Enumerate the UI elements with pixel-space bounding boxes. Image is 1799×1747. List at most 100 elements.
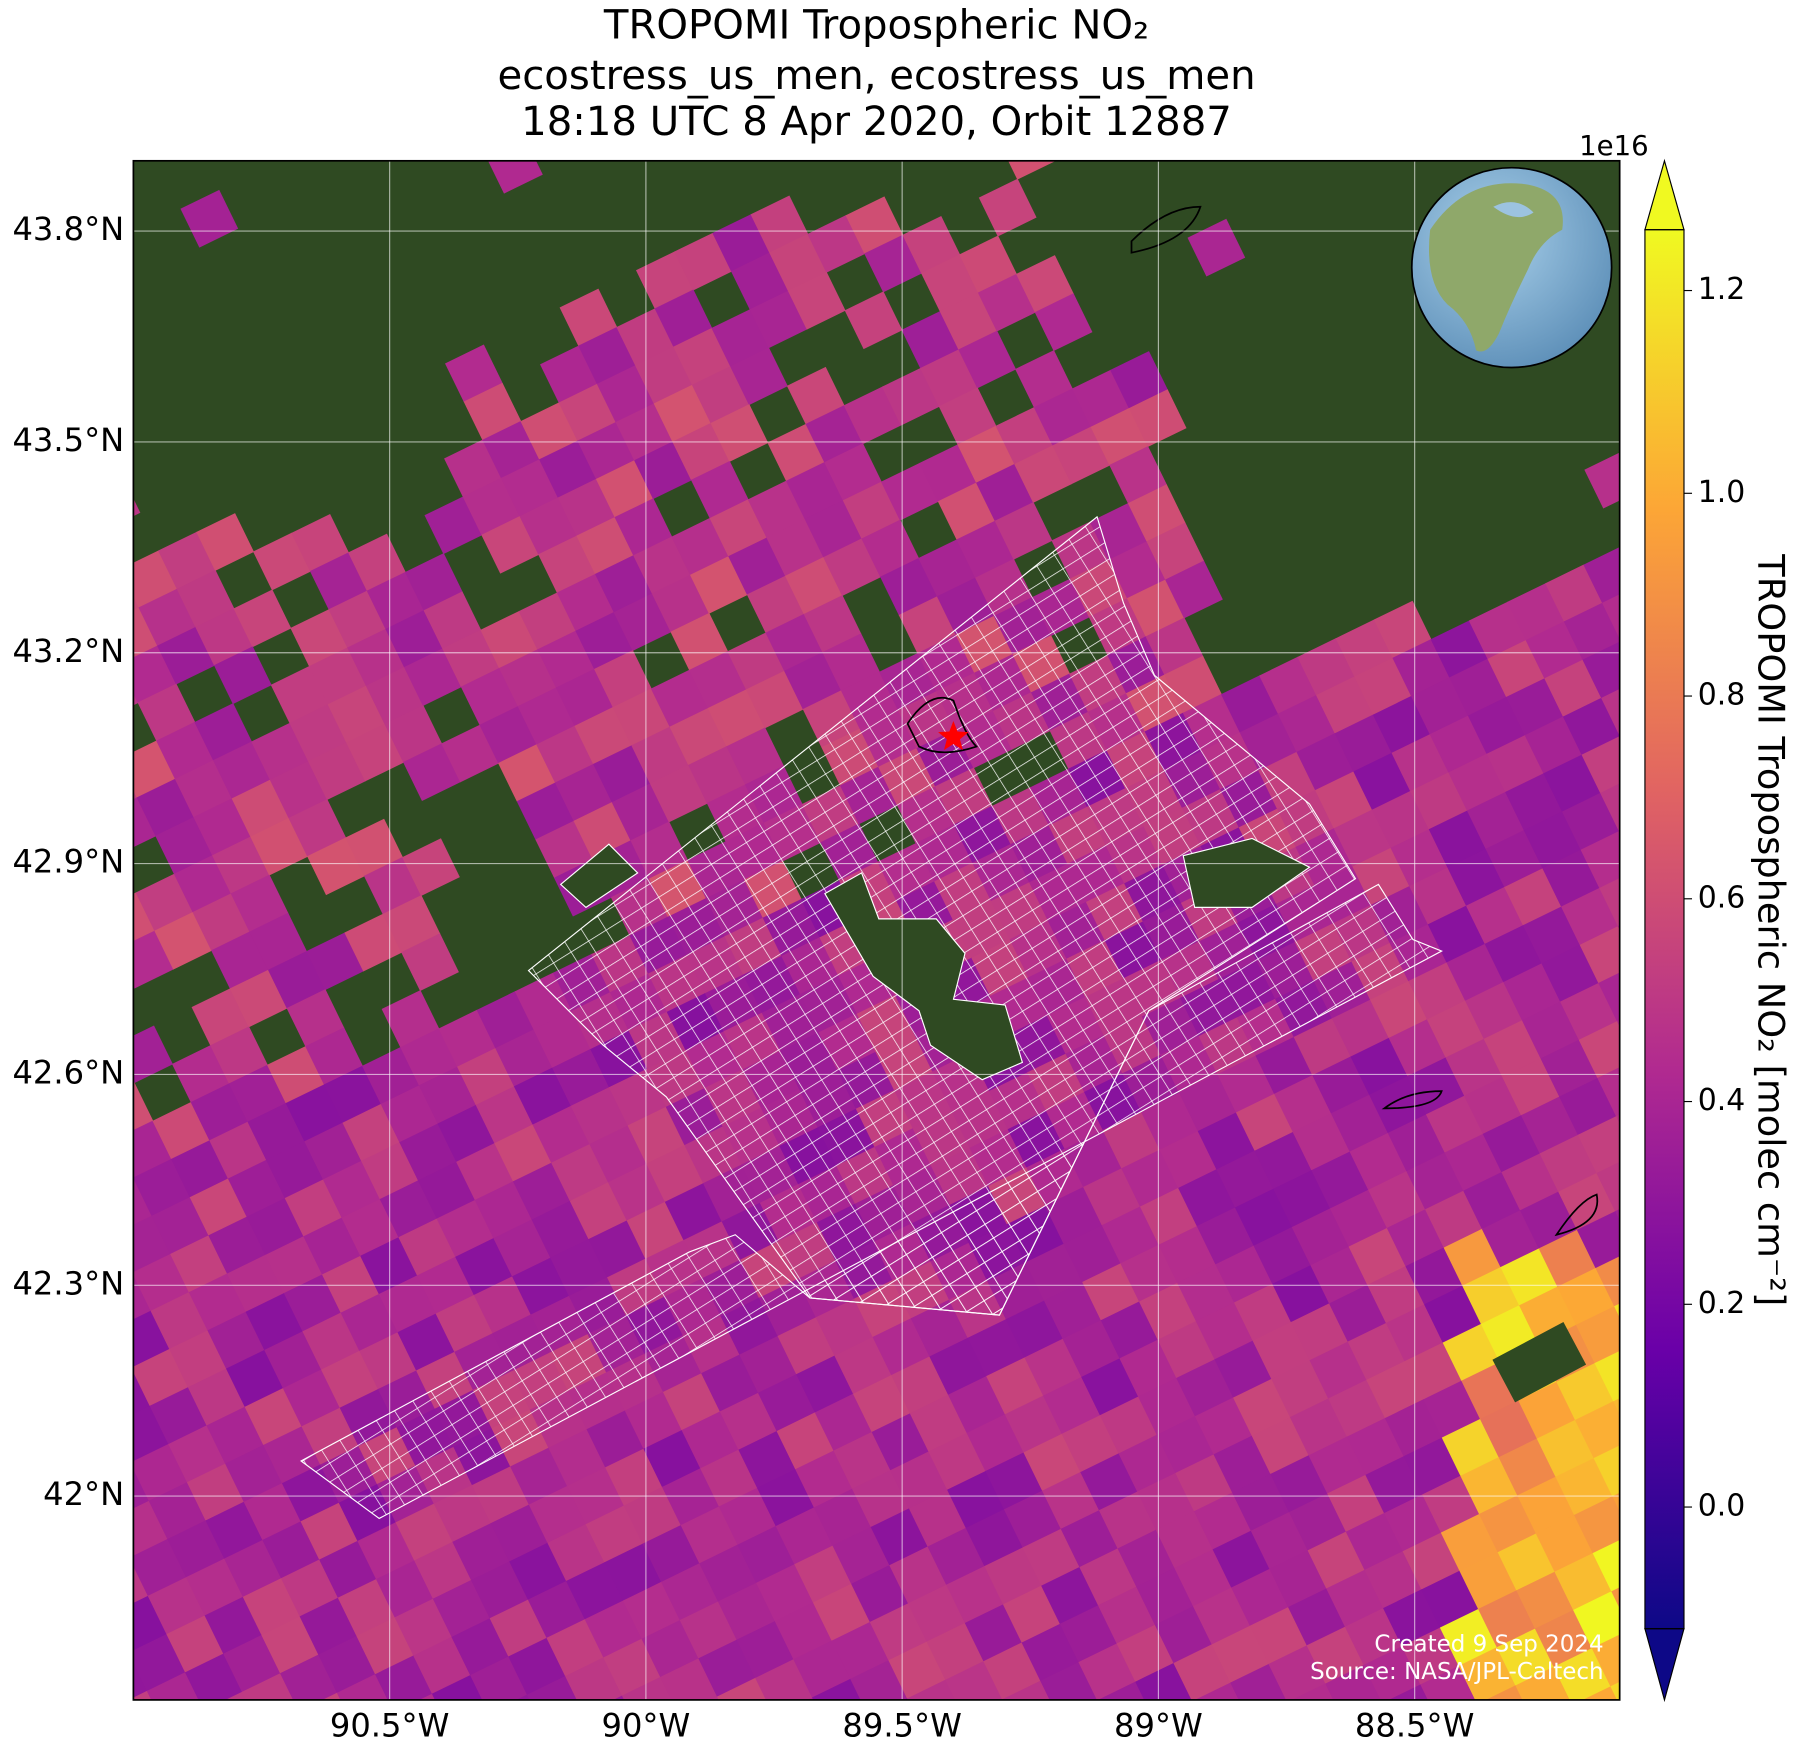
no2-pixel — [452, 1522, 511, 1581]
no2-pixel — [1425, 1095, 1484, 1154]
no2-pixel — [365, 666, 424, 725]
no2-pixel — [570, 1087, 629, 1145]
no2-pixel — [614, 498, 673, 556]
no2-pixel — [1061, 1414, 1120, 1473]
no2-pixel — [513, 1067, 572, 1126]
no2-pixel — [168, 1425, 227, 1483]
no2-pixel — [1192, 1682, 1250, 1700]
credit: Source: NASA/JPL-Caltech — [1310, 1659, 1603, 1685]
no2-pixel — [1429, 715, 1488, 774]
no2-pixel — [1211, 1625, 1270, 1684]
no2-pixel — [795, 1450, 853, 1509]
no2-pixel — [1289, 1398, 1348, 1456]
no2-pixel — [211, 931, 269, 990]
no2-pixel — [242, 1577, 301, 1636]
no2-pixel — [359, 1332, 417, 1390]
title-line: TROPOMI Tropospheric NO₂ — [603, 3, 1149, 49]
no2-pixel — [1097, 1681, 1155, 1700]
colorbar-tick-label: 0.8 — [1698, 678, 1746, 713]
no2-pixel — [70, 1709, 128, 1747]
no2-pixel — [1535, 1514, 1594, 1573]
no2-pixel — [1157, 1320, 1216, 1379]
no2-pixel — [1556, 1362, 1615, 1421]
no2-pixel — [550, 1238, 608, 1297]
no2-pixel — [909, 1394, 968, 1453]
no2-pixel — [1458, 1646, 1517, 1700]
no2-pixel — [1367, 1265, 1425, 1324]
no2-pixel — [1401, 1627, 1460, 1686]
no2-pixel — [1116, 1624, 1175, 1683]
no2-pixel — [1559, 1077, 1617, 1136]
no2-pixel — [1591, 1629, 1620, 1688]
no2-pixel — [1382, 1684, 1440, 1700]
no2-pixel — [1212, 1530, 1271, 1589]
no2-pixel — [263, 1426, 322, 1484]
no2-pixel — [300, 1502, 359, 1561]
no2-pixel — [1081, 1358, 1139, 1416]
no2-pixel — [462, 477, 521, 536]
no2-pixel — [1023, 1433, 1082, 1492]
no2-pixel — [737, 1525, 796, 1584]
no2-pixel — [1234, 1283, 1292, 1342]
no2-pixel — [1420, 1665, 1479, 1700]
no2-pixel — [280, 1559, 339, 1618]
no2-pixel — [1534, 1705, 1592, 1747]
lake-outline — [1130, 205, 1202, 254]
no2-pixel — [1447, 848, 1506, 907]
no2-pixel — [1334, 714, 1393, 773]
no2-pixel — [1479, 1495, 1537, 1553]
no2-pixel — [213, 741, 271, 800]
no2-pixel — [171, 1140, 229, 1198]
no2-pixel — [253, 532, 311, 591]
no2-pixel — [634, 441, 692, 500]
no2-pixel — [133, 949, 136, 1007]
no2-pixel — [1016, 255, 1074, 313]
no2-pixel — [1330, 1094, 1389, 1153]
no2-pixel — [357, 1522, 416, 1580]
no2-pixel — [918, 539, 976, 597]
no2-pixel — [246, 1197, 305, 1256]
no2-pixel — [1449, 658, 1507, 717]
no2-pixel — [621, 1676, 680, 1700]
no2-pixel — [607, 1163, 666, 1222]
no2-pixel — [984, 1547, 1043, 1605]
no2-pixel — [650, 669, 709, 728]
no2-pixel — [947, 1470, 1005, 1529]
no2-pixel — [616, 308, 675, 366]
no2-pixel — [1441, 1418, 1500, 1477]
no2-pixel — [1154, 1605, 1213, 1664]
no2-pixel — [204, 1596, 263, 1655]
no2-pixel — [319, 1540, 377, 1599]
no2-pixel — [133, 473, 141, 532]
no2-pixel — [595, 460, 654, 518]
no2-pixel — [136, 778, 195, 837]
no2-pixel — [1504, 868, 1562, 926]
no2-pixel — [814, 1393, 873, 1452]
no2-pixel — [1307, 1531, 1366, 1590]
no2-pixel — [1518, 1381, 1576, 1440]
no2-pixel — [1498, 1438, 1557, 1497]
no2-pixel — [399, 1123, 458, 1182]
no2-pixel — [190, 1083, 249, 1142]
no2-pixel — [662, 1373, 721, 1431]
no2-pixel — [898, 596, 957, 654]
no2-pixel — [264, 1331, 322, 1389]
no2-pixel — [556, 573, 615, 632]
no2-pixel — [1369, 1075, 1427, 1134]
no2-pixel — [1392, 638, 1451, 697]
no2-pixel — [1215, 1245, 1274, 1304]
no2-pixel — [624, 1391, 683, 1450]
land-patch — [1492, 1322, 1587, 1403]
no2-pixel — [842, 481, 901, 540]
no2-pixel — [266, 1141, 324, 1199]
no2-pixel — [1099, 1396, 1158, 1455]
no2-pixel — [223, 1634, 281, 1693]
no2-pixel — [509, 1542, 567, 1601]
no2-pixel — [1500, 1248, 1559, 1306]
no2-pixel — [244, 1387, 303, 1446]
no2-pixel — [1101, 1206, 1160, 1265]
no2-pixel — [149, 1386, 208, 1445]
no2-pixel — [1193, 1587, 1251, 1646]
no2-pixel — [418, 1066, 477, 1125]
no2-pixel — [929, 1337, 988, 1396]
